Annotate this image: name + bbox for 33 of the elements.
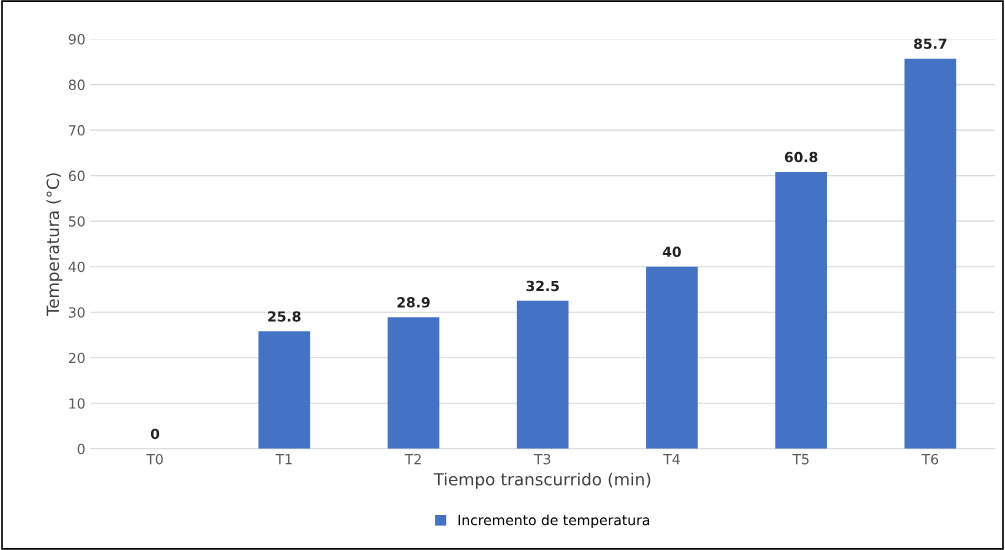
y-axis-title: Temperatura (°C) xyxy=(46,173,63,317)
x-tick-label: T4 xyxy=(663,454,680,465)
bar xyxy=(646,266,698,449)
data-label: 32.5 xyxy=(526,280,559,292)
bar xyxy=(516,300,569,449)
y-tick-label: 40 xyxy=(68,261,85,273)
y-tick-label: 50 xyxy=(68,216,85,227)
x-tick-label: T5 xyxy=(792,454,809,465)
x-tick-label: T3 xyxy=(534,453,551,465)
data-label: 25.8 xyxy=(268,311,301,322)
y-tick-label: 20 xyxy=(68,352,85,364)
y-tick-label: 70 xyxy=(69,125,85,136)
x-tick-label: T6 xyxy=(921,453,939,465)
bar xyxy=(904,58,957,449)
data-label: 85.7 xyxy=(914,38,947,49)
bar xyxy=(387,317,440,449)
data-label: 40 xyxy=(662,246,681,258)
y-tick-label: 10 xyxy=(69,398,85,409)
y-tick-label: 0 xyxy=(77,443,85,455)
data-label: 28.9 xyxy=(397,297,430,308)
x-tick-label: T2 xyxy=(404,453,421,465)
y-tick-label: 80 xyxy=(68,79,85,91)
y-tick-label: 90 xyxy=(68,34,85,45)
legend-label: Incremento de temperatura xyxy=(458,514,650,529)
y-tick-label: 30 xyxy=(68,307,85,318)
x-tick-label: T1 xyxy=(275,454,292,465)
x-tick-label: T0 xyxy=(146,453,163,465)
data-label: 0 xyxy=(150,428,160,440)
data-label: 60.8 xyxy=(784,151,818,163)
y-tick-label: 60 xyxy=(68,170,85,182)
x-axis-title: Tiempo transcurrido (min) xyxy=(433,472,651,489)
bar xyxy=(258,331,311,449)
bar xyxy=(775,171,827,449)
